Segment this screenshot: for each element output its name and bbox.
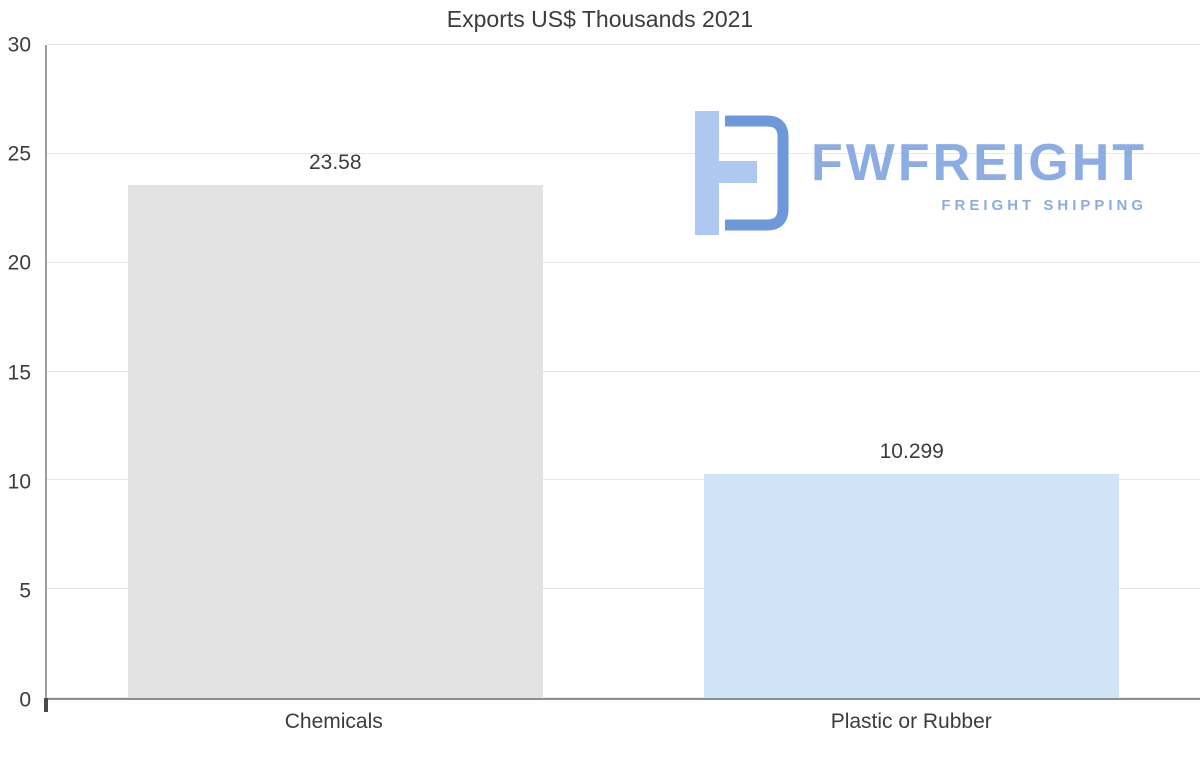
gridline <box>47 588 1200 590</box>
gridline <box>47 697 1200 698</box>
gridline <box>47 370 1200 372</box>
y-tick-label: 5 <box>19 579 31 603</box>
bar-chemicals[interactable] <box>127 184 543 698</box>
chart-title: Exports US$ Thousands 2021 <box>446 6 754 32</box>
bar-value-label-plastic-or-rubber: 10.299 <box>879 439 944 463</box>
y-tick-label: 15 <box>7 361 31 384</box>
logo-subtitle: FREIGHT SHIPPING <box>941 197 1148 214</box>
y-tick-label: 25 <box>7 142 31 166</box>
logo-icon-middle-bar <box>719 161 757 183</box>
gridline <box>47 479 1200 481</box>
y-tick-label: 30 <box>7 33 31 57</box>
bar-column-chemicals: 23.58 <box>47 45 624 698</box>
y-axis: 0 5 10 15 20 25 30 <box>0 35 43 711</box>
logo-text: FWFREIGHT FREIGHT SHIPPING <box>811 137 1147 214</box>
gridline <box>47 44 1200 45</box>
bar-column-plastic-or-rubber: 10.299 <box>624 45 1200 698</box>
gridline <box>47 261 1200 263</box>
y-tick-label: 20 <box>7 251 31 275</box>
y-axis-zero-tick <box>44 698 48 712</box>
logo-name: FWFREIGHT <box>811 134 1148 192</box>
logo-icon-bracket <box>725 115 789 231</box>
x-category-label-plastic-or-rubber: Plastic or Rubber <box>830 710 992 733</box>
bar-plastic-or-rubber[interactable] <box>704 473 1120 698</box>
logo-icon-vertical-bar <box>695 111 719 235</box>
fwfreight-logo-icon <box>695 111 791 240</box>
bar-value-label-chemicals: 23.58 <box>308 150 362 174</box>
x-axis: Chemicals Plastic or Rubber <box>45 702 1200 742</box>
fwfreight-logo: FWFREIGHT FREIGHT SHIPPING <box>695 111 1147 240</box>
y-tick-label: 10 <box>7 470 31 494</box>
gridline <box>47 152 1200 154</box>
y-tick-label: 0 <box>19 688 31 712</box>
plot-area: FWFREIGHT FREIGHT SHIPPING 23.58 10.299 <box>44 44 1200 712</box>
x-category-label-chemicals: Chemicals <box>284 710 383 733</box>
